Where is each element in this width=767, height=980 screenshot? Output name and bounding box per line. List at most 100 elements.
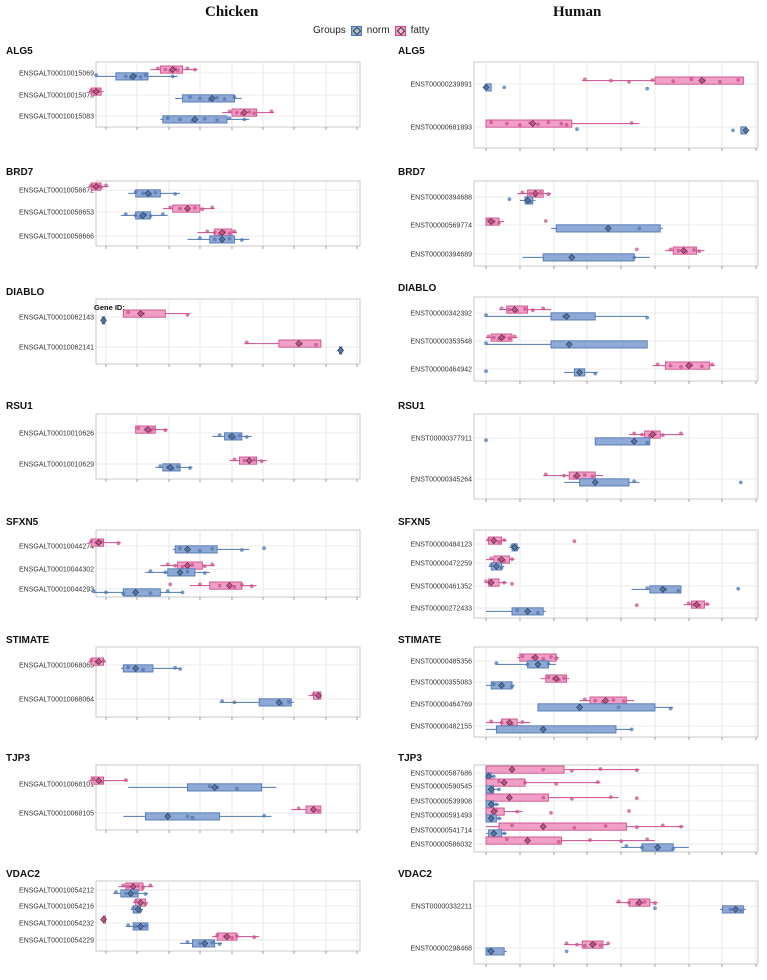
- norm-point: [133, 890, 138, 895]
- norm-point: [497, 787, 501, 792]
- norm-point: [180, 590, 185, 595]
- fatty-point: [520, 720, 525, 724]
- fatty-point: [163, 67, 168, 72]
- fatty-mean-marker: [169, 66, 177, 74]
- fatty-point: [536, 122, 540, 127]
- norm-point: [738, 908, 743, 913]
- transcript-label: ENSGALT00010058672: [19, 188, 94, 195]
- fatty-point: [190, 563, 195, 567]
- fatty-point: [645, 837, 650, 842]
- fatty-mean-marker: [524, 837, 532, 845]
- gene-title: BRD7: [6, 167, 34, 178]
- transcript-label: ENST00000464942: [411, 367, 473, 374]
- fatty-mean-marker: [531, 190, 539, 198]
- fatty-point: [296, 806, 301, 811]
- fatty-point: [314, 342, 318, 347]
- norm-mean-marker: [498, 681, 506, 689]
- fatty-mean-marker: [529, 120, 537, 128]
- fatty-series: [582, 76, 744, 85]
- norm-mean-marker: [591, 478, 599, 486]
- transcript-label: ENSGALT00010015075: [19, 93, 94, 100]
- fatty-point: [148, 883, 153, 888]
- fatty-point: [582, 697, 587, 702]
- fatty-point: [569, 796, 574, 801]
- norm-series: [621, 843, 689, 852]
- panel-right-sfxn5: SFXN5 ENST00000484123 ENST00000472259 ENST0…: [398, 517, 759, 621]
- norm-series: [91, 588, 185, 597]
- fatty-point: [502, 538, 507, 542]
- fatty-series: [122, 309, 190, 318]
- transcript-label: ENSGALT00010010626: [19, 431, 94, 438]
- transcript-label: ENST00000298468: [411, 946, 473, 953]
- transcript-label: ENSGALT00010058653: [19, 210, 94, 217]
- panel-right-stimate: STIMATE ENST00000485356 ENST00000355083 ENS…: [398, 635, 759, 740]
- norm-mean-marker: [137, 922, 145, 930]
- norm-point: [212, 237, 217, 242]
- transcript-label: ENSGALT00010054229: [19, 938, 94, 945]
- norm-point: [173, 192, 178, 196]
- norm-point: [616, 705, 621, 710]
- norm-series: [486, 681, 515, 690]
- norm-series: [485, 947, 569, 956]
- norm-mean-marker: [654, 843, 662, 851]
- norm-point: [510, 684, 514, 689]
- norm-mean-marker: [563, 312, 571, 320]
- panel-right-alg5: ALG5 ENST00000239891 ENST00000681893: [398, 46, 759, 151]
- norm-point: [163, 570, 168, 575]
- norm-mean-marker: [134, 905, 142, 913]
- fatty-series: [485, 765, 640, 774]
- fatty-point: [668, 247, 673, 252]
- legend-fatty-swatch: [394, 25, 406, 36]
- fatty-point: [235, 110, 239, 115]
- norm-point: [210, 940, 215, 945]
- norm-point: [91, 589, 96, 594]
- norm-series: [337, 346, 345, 355]
- norm-point: [497, 816, 501, 821]
- norm-mean-marker: [228, 432, 236, 440]
- norm-point: [235, 786, 239, 791]
- norm-point: [237, 433, 242, 438]
- fatty-point: [101, 659, 106, 663]
- fatty-mean-marker: [92, 183, 100, 191]
- norm-series: [653, 905, 746, 914]
- transcript-label: ENSGALT00010054212: [19, 888, 94, 895]
- fatty-point: [582, 943, 587, 948]
- norm-point: [148, 591, 153, 595]
- norm-mean-marker: [524, 196, 532, 204]
- transcript-label: ENSGALT00010062141: [19, 345, 94, 352]
- norm-mean-marker: [524, 607, 532, 615]
- fatty-point: [489, 556, 494, 561]
- gene-title: SFXN5: [6, 517, 39, 528]
- norm-series: [507, 196, 536, 205]
- transcript-label: ENST00000272433: [411, 606, 473, 613]
- fatty-series: [486, 333, 518, 342]
- norm-point: [239, 548, 244, 552]
- norm-mean-marker: [487, 814, 495, 822]
- norm-mean-marker: [184, 545, 191, 553]
- norm-series: [488, 562, 505, 571]
- fatty-point: [193, 67, 197, 72]
- fatty-point: [507, 336, 512, 341]
- panel-right-rsu1: RSU1 ENST00000377911 ENST00000345264: [398, 401, 759, 502]
- norm-point: [546, 661, 551, 666]
- fatty-series: [485, 793, 639, 802]
- norm-point: [629, 727, 634, 732]
- fatty-series: [133, 898, 148, 907]
- fatty-point: [217, 583, 222, 588]
- human-column-title: Human: [553, 4, 602, 20]
- fatty-point: [546, 120, 551, 125]
- fatty-point: [510, 581, 514, 586]
- norm-mean-marker: [534, 660, 542, 668]
- fatty-series: [160, 561, 215, 570]
- norm-mean-marker: [132, 588, 140, 596]
- panel-left-tjp3: TJP3 ENSGALT00010068101 ENSGALT00010068105: [6, 753, 361, 833]
- norm-series: [484, 312, 650, 321]
- norm-point: [143, 923, 148, 928]
- fatty-series: [222, 108, 274, 117]
- norm-box: [174, 545, 218, 554]
- fatty-point: [640, 432, 644, 437]
- fatty-series: [484, 578, 514, 587]
- norm-series: [484, 340, 648, 349]
- fatty-point: [523, 307, 527, 311]
- fatty-series: [652, 361, 715, 370]
